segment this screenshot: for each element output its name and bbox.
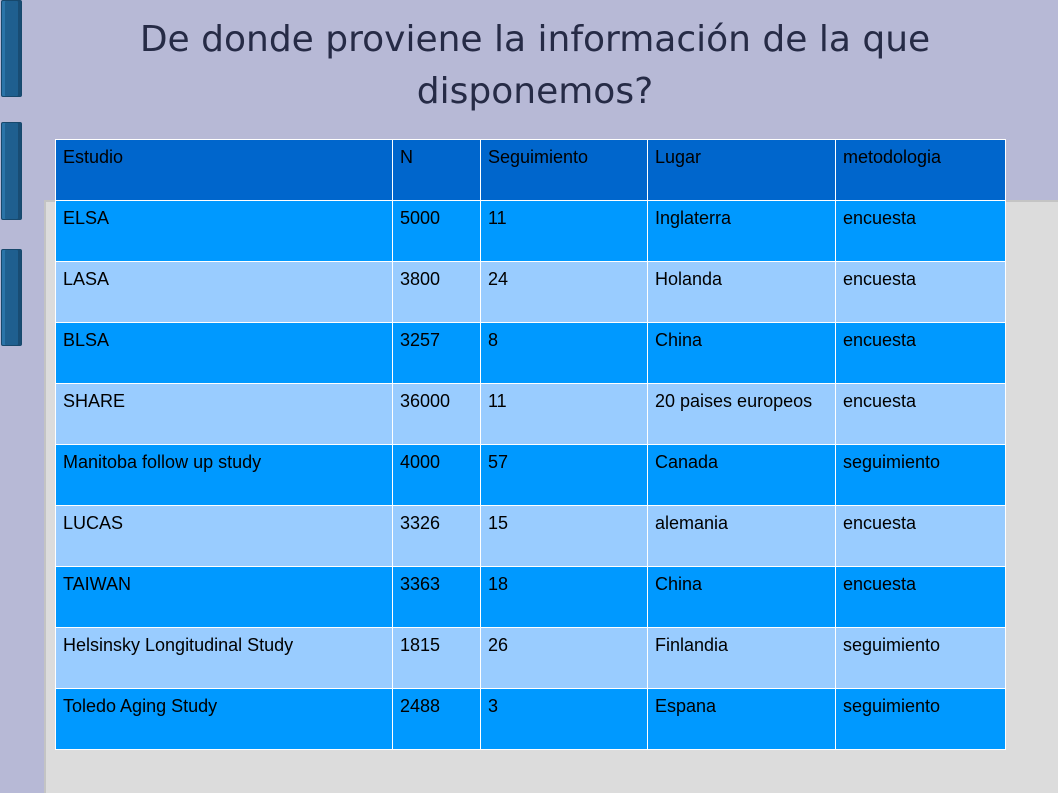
table-row: LUCAS 3326 15 alemania encuesta: [55, 505, 1006, 567]
header-seguimiento: Seguimiento: [480, 139, 648, 201]
cell-metodologia: seguimiento: [835, 444, 1006, 506]
cell-lugar: Espana: [647, 688, 836, 750]
decorative-bar: [1, 0, 22, 97]
table-row: Helsinsky Longitudinal Study 1815 26 Fin…: [55, 627, 1006, 689]
cell-seguimiento: 3: [480, 688, 648, 750]
cell-metodologia: encuesta: [835, 383, 1006, 445]
cell-seguimiento: 8: [480, 322, 648, 384]
cell-lugar: Finlandia: [647, 627, 836, 689]
cell-seguimiento: 15: [480, 505, 648, 567]
cell-lugar: Inglaterra: [647, 200, 836, 262]
cell-n: 36000: [392, 383, 481, 445]
cell-seguimiento: 11: [480, 200, 648, 262]
cell-lugar: Canada: [647, 444, 836, 506]
header-n: N: [392, 139, 481, 201]
cell-seguimiento: 11: [480, 383, 648, 445]
cell-lugar: China: [647, 322, 836, 384]
cell-seguimiento: 18: [480, 566, 648, 628]
cell-estudio: ELSA: [55, 200, 393, 262]
cell-metodologia: encuesta: [835, 261, 1006, 323]
decorative-bar: [1, 249, 22, 346]
cell-n: 4000: [392, 444, 481, 506]
table-row: Manitoba follow up study 4000 57 Canada …: [55, 444, 1006, 506]
cell-metodologia: encuesta: [835, 566, 1006, 628]
cell-n: 2488: [392, 688, 481, 750]
decorative-bar: [1, 122, 22, 220]
studies-table: Estudio N Seguimiento Lugar metodologia …: [55, 139, 1006, 750]
slide-title: De donde proviene la información de la q…: [139, 19, 931, 112]
cell-n: 5000: [392, 200, 481, 262]
cell-lugar: China: [647, 566, 836, 628]
cell-seguimiento: 26: [480, 627, 648, 689]
header-estudio: Estudio: [55, 139, 393, 201]
cell-lugar: alemania: [647, 505, 836, 567]
cell-n: 1815: [392, 627, 481, 689]
cell-seguimiento: 24: [480, 261, 648, 323]
table-row: BLSA 3257 8 China encuesta: [55, 322, 1006, 384]
cell-metodologia: encuesta: [835, 322, 1006, 384]
table-row: LASA 3800 24 Holanda encuesta: [55, 261, 1006, 323]
cell-seguimiento: 57: [480, 444, 648, 506]
cell-estudio: BLSA: [55, 322, 393, 384]
cell-n: 3363: [392, 566, 481, 628]
cell-metodologia: seguimiento: [835, 688, 1006, 750]
header-metodologia: metodologia: [835, 139, 1006, 201]
header-lugar: Lugar: [647, 139, 836, 201]
table-header-row: Estudio N Seguimiento Lugar metodologia: [55, 139, 1006, 201]
cell-estudio: LASA: [55, 261, 393, 323]
cell-metodologia: seguimiento: [835, 627, 1006, 689]
cell-lugar: 20 paises europeos: [647, 383, 836, 445]
cell-estudio: Helsinsky Longitudinal Study: [55, 627, 393, 689]
table-row: TAIWAN 3363 18 China encuesta: [55, 566, 1006, 628]
cell-n: 3326: [392, 505, 481, 567]
cell-metodologia: encuesta: [835, 505, 1006, 567]
cell-lugar: Holanda: [647, 261, 836, 323]
table-row: Toledo Aging Study 2488 3 Espana seguimi…: [55, 688, 1006, 750]
table-row: ELSA 5000 11 Inglaterra encuesta: [55, 200, 1006, 262]
cell-n: 3800: [392, 261, 481, 323]
table-row: SHARE 36000 11 20 paises europeos encues…: [55, 383, 1006, 445]
cell-n: 3257: [392, 322, 481, 384]
cell-estudio: Toledo Aging Study: [55, 688, 393, 750]
cell-estudio: TAIWAN: [55, 566, 393, 628]
cell-estudio: Manitoba follow up study: [55, 444, 393, 506]
cell-estudio: LUCAS: [55, 505, 393, 567]
cell-estudio: SHARE: [55, 383, 393, 445]
cell-metodologia: encuesta: [835, 200, 1006, 262]
